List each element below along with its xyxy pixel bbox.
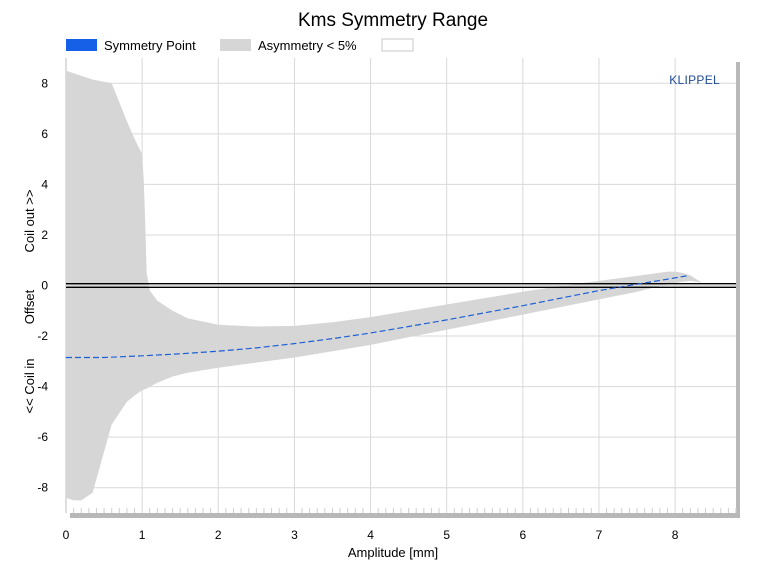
y-tick-label: -8 bbox=[37, 481, 48, 495]
y-axis-label-middle: Offset bbox=[22, 289, 37, 324]
symmetry-line-layer bbox=[66, 275, 687, 359]
x-tick-labels: 0 1 2 3 4 5 6 7 8 bbox=[63, 528, 679, 542]
grid bbox=[65, 58, 736, 513]
y-axis-label-upper: Coil out >> bbox=[22, 190, 37, 253]
x-tick-label: 7 bbox=[596, 528, 603, 542]
y-tick-label: -2 bbox=[37, 329, 48, 343]
y-tick-label: 8 bbox=[41, 76, 48, 90]
legend-swatch-empty bbox=[381, 38, 414, 52]
y-tick-label: 2 bbox=[41, 228, 48, 242]
asymmetry-band-layer bbox=[66, 70, 702, 501]
x-tick-label: 3 bbox=[291, 528, 298, 542]
x-tick-label: 0 bbox=[63, 528, 70, 542]
x-axis-label: Amplitude [mm] bbox=[348, 545, 438, 560]
chart-title: Kms Symmetry Range bbox=[298, 10, 488, 31]
y-tick-label: 4 bbox=[41, 177, 48, 191]
legend-label-asymmetry: Asymmetry < 5% bbox=[258, 38, 357, 53]
legend-label-symmetry-point: Symmetry Point bbox=[104, 38, 196, 53]
y-tick-label: -6 bbox=[37, 430, 48, 444]
brand-label: KLIPPEL bbox=[669, 73, 720, 87]
asymmetry-band bbox=[66, 70, 702, 501]
x-minor-ticks bbox=[73, 508, 737, 513]
x-tick-label: 6 bbox=[519, 528, 526, 542]
x-tick-label: 4 bbox=[367, 528, 374, 542]
y-tick-labels: -8 -6 -4 -2 0 2 4 6 8 bbox=[37, 76, 48, 494]
x-tick-label: 8 bbox=[672, 528, 679, 542]
legend: Symmetry Point Asymmetry < 5% bbox=[66, 38, 414, 53]
legend-swatch-asymmetry bbox=[220, 39, 251, 51]
plot-shadow-right bbox=[736, 62, 740, 518]
legend-swatch-symmetry-point bbox=[66, 39, 97, 51]
symmetry-point-line bbox=[66, 275, 687, 359]
y-axis-label-lower: << Coil in bbox=[22, 359, 37, 414]
y-tick-label: -4 bbox=[37, 380, 48, 394]
x-tick-label: 5 bbox=[443, 528, 450, 542]
zero-line-layer bbox=[66, 283, 736, 288]
x-tick-label: 2 bbox=[215, 528, 222, 542]
x-tick-label: 1 bbox=[139, 528, 146, 542]
y-tick-label: 0 bbox=[41, 279, 48, 293]
y-tick-label: 6 bbox=[41, 127, 48, 141]
plot-shadow-bottom bbox=[70, 513, 740, 518]
